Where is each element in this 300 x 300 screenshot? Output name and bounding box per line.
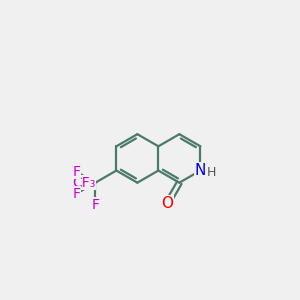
Text: F: F (72, 165, 80, 179)
Text: CF₃: CF₃ (72, 176, 95, 190)
Text: O: O (161, 196, 173, 211)
Text: F: F (92, 197, 99, 212)
Text: F: F (72, 187, 80, 201)
Text: N: N (195, 163, 206, 178)
Text: H: H (207, 166, 216, 179)
